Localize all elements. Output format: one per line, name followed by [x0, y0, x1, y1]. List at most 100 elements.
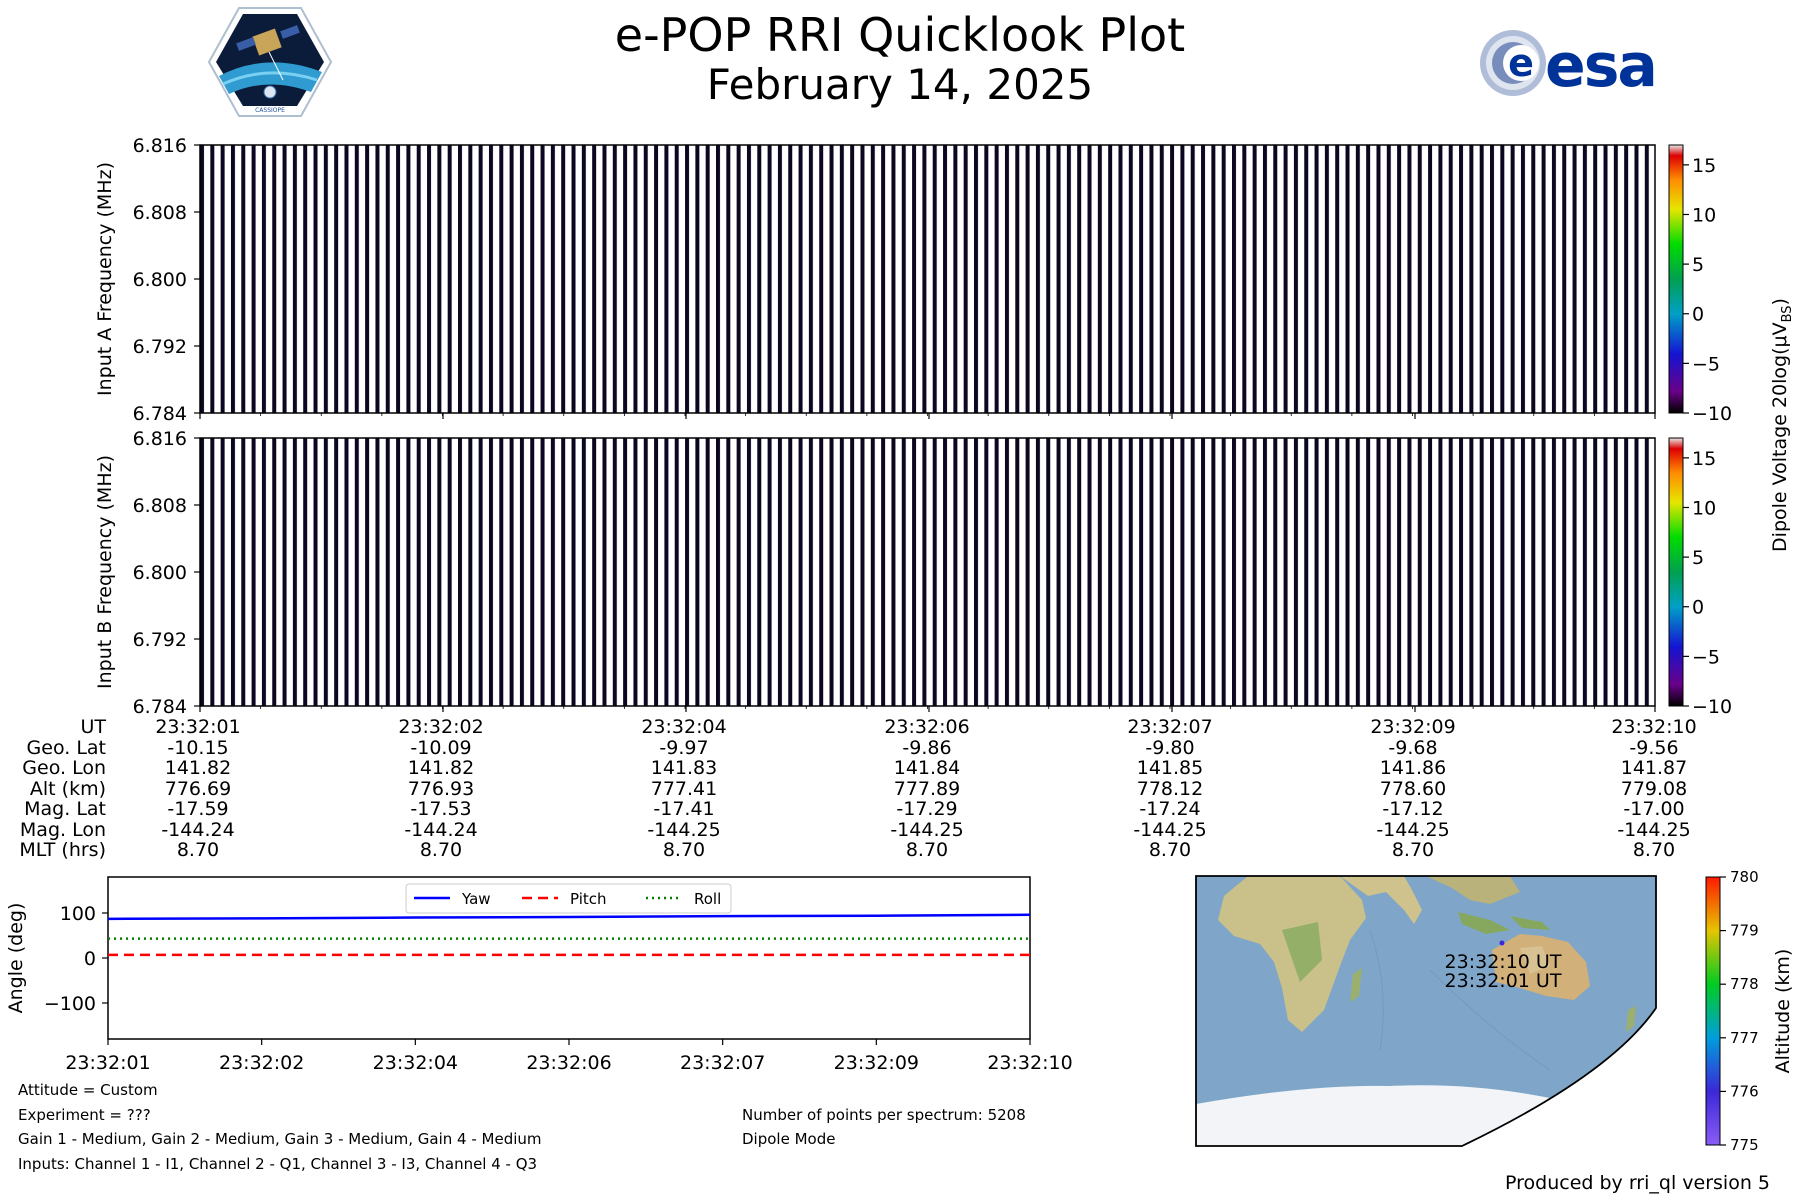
- metadata-cell: -9.56: [1629, 736, 1679, 759]
- panel-b-y-tick-label: 6.792: [133, 629, 187, 651]
- attitude-chart: 100 0 −100 23:32:01 23:32:02 23:32:04 23:32:0…: [5, 876, 1073, 1074]
- metadata-cell: 141.82: [407, 757, 475, 779]
- attitude-x-tick-label: 23:32:02: [219, 1052, 304, 1074]
- metadata-cell: -17.53: [410, 798, 472, 820]
- metadata-cell: -17.41: [653, 798, 715, 820]
- metadata-cell: 777.89: [893, 777, 961, 800]
- panel-a-y-tick-label: 6.808: [133, 202, 187, 224]
- attitude-x-tick-label: 23:32:01: [65, 1052, 150, 1074]
- note-experiment: Experiment = ???: [18, 1106, 151, 1124]
- metadata-cell: 141.82: [164, 757, 232, 779]
- metadata-cell: -17.00: [1623, 798, 1685, 820]
- metadata-cell: 8.70: [176, 839, 220, 861]
- metadata-cell: 141.83: [650, 757, 718, 779]
- metadata-cell: 141.84: [893, 757, 961, 779]
- note-dipole-mode: Dipole Mode: [742, 1130, 836, 1148]
- altitude-colorbar-tick-label: 779: [1730, 922, 1759, 940]
- spectrogram-colorbar-b-tick-label: −10: [1692, 696, 1732, 718]
- spectrogram-colorbar-b-tick-label: 0: [1692, 597, 1704, 619]
- attitude-y-tick-label: 100: [60, 903, 96, 925]
- spectrogram-colorbar-b-tick-label: 10: [1692, 497, 1716, 519]
- metadata-cell: -17.12: [1382, 798, 1444, 820]
- note-attitude: Attitude = Custom: [18, 1081, 158, 1099]
- metadata-cell: 8.70: [1632, 839, 1676, 861]
- metadata-cell: 8.70: [1391, 839, 1435, 861]
- metadata-row-label: Mag. Lon: [19, 818, 106, 841]
- metadata-cell: 23:32:09: [1370, 716, 1456, 738]
- spectrogram-colorbar-a-tick-label: 15: [1692, 155, 1716, 177]
- panel-b-y-tick-label: 6.800: [133, 562, 187, 584]
- legend-label-roll: Roll: [694, 890, 721, 908]
- metadata-cell: -17.29: [896, 798, 958, 820]
- metadata-cell: -144.25: [1376, 818, 1450, 841]
- metadata-cell: -10.09: [410, 736, 472, 759]
- spectrogram-colorbar-b-tick-label: 15: [1692, 448, 1716, 470]
- metadata-row-label: Geo. Lat: [26, 736, 106, 759]
- altitude-colorbar: 780 779 778 777 776 775 Altitude (km): [1705, 870, 1794, 1154]
- spectrogram-colorbar-a-tick-label: −5: [1692, 353, 1720, 375]
- ground-track-map: 23:32:10 UT 23:32:01 UT: [1195, 875, 1657, 1147]
- legend-label-pitch: Pitch: [570, 890, 607, 908]
- metadata-cell: -17.24: [1139, 798, 1201, 820]
- metadata-cell: 23:32:06: [884, 716, 970, 738]
- altitude-colorbar-tick-label: 780: [1730, 870, 1759, 886]
- spectrogram-colorbar-label: Dipole Voltage 20log(μVBS): [1769, 298, 1795, 552]
- note-gains: Gain 1 - Medium, Gain 2 - Medium, Gain 3…: [18, 1130, 542, 1148]
- attitude-x-tick-label: 23:32:07: [680, 1052, 765, 1074]
- panel-a-y-tick-label: 6.784: [133, 403, 187, 425]
- map-start-time-label: 23:32:01 UT: [1445, 970, 1562, 992]
- spectrogram-colorbar-a-tick-label: 0: [1692, 304, 1704, 326]
- legend-label-yaw: Yaw: [461, 890, 491, 908]
- panel-b-y-axis-label: Input B Frequency (MHz): [94, 455, 116, 689]
- spectrogram-colorbar-b-tick-label: −5: [1692, 646, 1720, 668]
- map-land-asia: [1340, 876, 1422, 924]
- orbit-metadata-table: UT 23:32:01 23:32:02 23:32:04 23:32:06 23:32:…: [0, 716, 1800, 866]
- metadata-cell: -17.59: [167, 798, 229, 820]
- altitude-colorbar-tick-label: 775: [1730, 1136, 1759, 1154]
- attitude-legend: Yaw Pitch Roll: [405, 883, 732, 914]
- metadata-row-label: Alt (km): [29, 777, 106, 800]
- panel-a-y-tick-label: 6.800: [133, 269, 187, 291]
- metadata-cell: 141.87: [1620, 757, 1688, 779]
- esa-logo-text: esa: [1545, 31, 1656, 100]
- spectrogram-colorbar-b-tick-label: 5: [1692, 547, 1704, 569]
- map-frame: [1195, 875, 1657, 1147]
- metadata-row-label: UT: [80, 716, 106, 738]
- metadata-cell: 8.70: [1148, 839, 1192, 861]
- metadata-cell: 141.85: [1136, 757, 1204, 779]
- metadata-cell: -144.25: [890, 818, 964, 841]
- esa-logo: e esa: [1480, 30, 1658, 100]
- metadata-row-label: MLT (hrs): [19, 839, 106, 861]
- metadata-cell: 23:32:01: [155, 716, 241, 738]
- panel-b-y-tick-label: 6.784: [133, 696, 187, 718]
- map-land-madagascar: [1350, 968, 1362, 1002]
- spectrogram-colorbar-a-tick-label: 10: [1692, 204, 1716, 226]
- altitude-colorbar-label: Altitude (km): [1772, 949, 1794, 1074]
- spectrogram-panel-b: 6.816 6.808 6.800 6.792 6.784 Input B Freque…: [94, 428, 1656, 718]
- map-land-antarctica: [1196, 1085, 1656, 1146]
- attitude-x-tick-label: 23:32:09: [834, 1052, 919, 1074]
- spectrogram-colorbar-a-tick-label: 5: [1692, 254, 1704, 276]
- altitude-colorbar-tick-label: 776: [1730, 1082, 1759, 1100]
- metadata-cell: 778.60: [1379, 777, 1447, 800]
- cassiope-logo-text: CASSIOPE: [255, 107, 285, 114]
- metadata-cell: -10.15: [167, 736, 229, 759]
- metadata-row-label: Geo. Lon: [22, 757, 106, 779]
- altitude-colorbar-tick-label: 777: [1730, 1029, 1759, 1047]
- spectrogram-colorbar-b: 15 10 5 0 −5 −10: [1668, 437, 1732, 718]
- metadata-row-label: Mag. Lat: [24, 798, 106, 820]
- produced-by-label: Produced by rri_ql version 5: [1505, 1172, 1770, 1194]
- metadata-cell: 23:32:04: [641, 716, 727, 738]
- attitude-y-axis-label: Angle (deg): [5, 903, 27, 1014]
- metadata-cell: 8.70: [662, 839, 706, 861]
- panel-b-y-tick-label: 6.808: [133, 495, 187, 517]
- metadata-cell: 23:32:10: [1611, 716, 1697, 738]
- spectrogram-colorbar-a-tick-label: −10: [1692, 403, 1732, 425]
- spectrogram-colorbar-a: 15 10 5 0 −5 −10: [1668, 144, 1732, 425]
- attitude-x-tick-label: 23:32:06: [526, 1052, 611, 1074]
- metadata-cell: -144.24: [161, 818, 235, 841]
- attitude-x-tick-label: 23:32:10: [987, 1052, 1072, 1074]
- note-points-per-spectrum: Number of points per spectrum: 5208: [742, 1106, 1026, 1124]
- metadata-cell: -9.86: [902, 736, 952, 759]
- metadata-cell: 23:32:07: [1127, 716, 1213, 738]
